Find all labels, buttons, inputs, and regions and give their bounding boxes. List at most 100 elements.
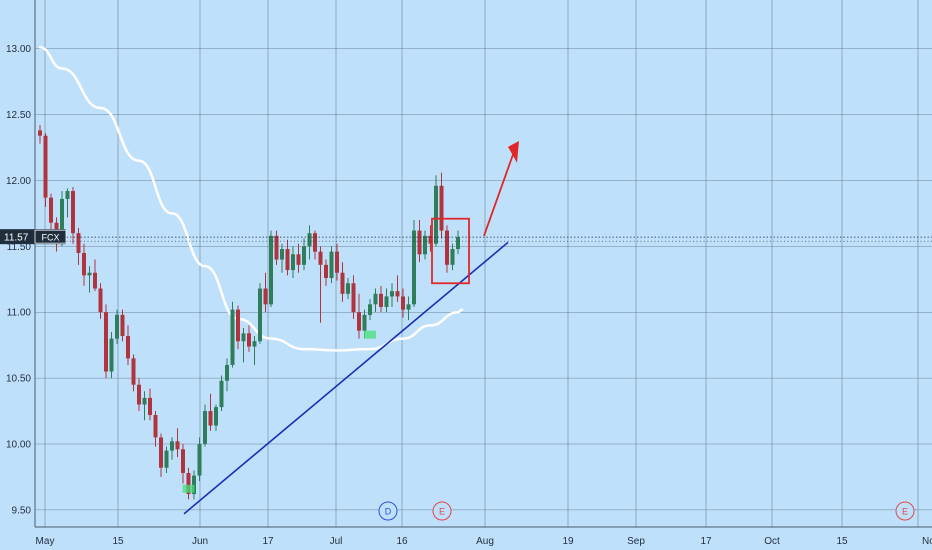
candle [148,388,152,421]
candle-body [285,249,290,271]
candle-body [434,185,438,244]
candle [445,225,449,273]
candle-body [181,449,185,473]
candle-body [175,441,180,450]
candle [137,378,141,412]
candle [302,238,306,271]
x-tick-label: 19 [562,536,574,547]
candle [384,288,389,313]
candle-body [318,251,323,265]
x-tick-label: 17 [262,536,274,547]
candle-body [313,233,317,252]
candle [203,404,207,447]
candle [296,243,301,273]
candle [109,332,114,379]
candle-body [346,283,350,294]
candle-body [395,291,400,297]
candle [313,230,317,260]
candle [214,404,218,431]
candle-body [379,293,383,307]
x-tick-label: Jun [192,536,208,547]
candle-body [120,314,125,336]
event-badge: E [432,501,452,521]
candle [351,275,356,319]
candle-body [362,314,367,331]
candle-body [373,293,378,305]
trendline [183,241,509,515]
candle [126,325,130,365]
candle-body [269,235,273,305]
candle [329,246,334,284]
candle-body [148,397,152,416]
candle [373,288,378,313]
candle-body [324,264,328,278]
candle-body [170,441,174,451]
candle [324,259,328,286]
candle-body [236,309,240,342]
candle-body [230,309,235,365]
candle-body [38,130,42,136]
candle-body [197,443,202,476]
candle-body [406,304,411,310]
candle [142,391,147,421]
candle [357,293,361,339]
candle [307,225,312,260]
candle-body [225,364,229,381]
event-badge-label: E [439,507,445,517]
candle [274,230,279,265]
candle [379,285,383,313]
candle-body [115,314,119,339]
y-tick-label: 13.00 [6,44,31,55]
x-tick-label: 15 [836,536,848,547]
candle-body [340,272,345,294]
candle-body [76,233,81,253]
axis-layer: 13.00 12.50 12.00 11.50 11.00 10.50 10.00 9.50 M… [0,44,932,547]
candle [120,309,125,342]
candle-body [302,246,306,265]
candle-body [291,254,295,271]
candle [225,358,229,392]
projection-arrow-head [508,140,519,163]
candle [208,393,213,431]
event-badge: D [378,501,398,521]
candle-body [131,358,136,385]
candle-body [445,230,449,265]
y-tick-label: 10.50 [6,374,31,385]
candle [87,266,92,293]
candle-body [258,288,262,342]
x-axis-band [0,528,932,550]
candle [247,325,251,352]
candle-body [368,304,372,315]
candle [434,175,438,247]
candle-body [159,437,163,468]
candle [175,428,180,458]
candle [258,283,262,344]
candle [186,467,191,500]
event-badge-circle [432,501,452,521]
candle [241,328,246,363]
candle-body [423,235,427,255]
candle [76,227,81,265]
candle-body [357,312,361,331]
candle-body [82,252,86,276]
candle-body [263,288,268,305]
x-tick-label: 15 [112,536,124,547]
candle-body [109,338,114,372]
candle-body [384,296,389,307]
candle-body [390,291,394,297]
x-tick-label: 17 [700,536,712,547]
candle-body [335,251,339,273]
candle-body [87,272,92,276]
candle [423,230,427,260]
candle [104,304,108,379]
signal-marker [364,330,376,339]
candle-body [98,288,103,313]
candle-body [137,384,141,405]
candle [115,309,119,344]
candle-body [142,397,147,405]
x-tick-label: Aug [476,536,494,547]
candle [395,275,400,302]
candle [269,230,273,307]
